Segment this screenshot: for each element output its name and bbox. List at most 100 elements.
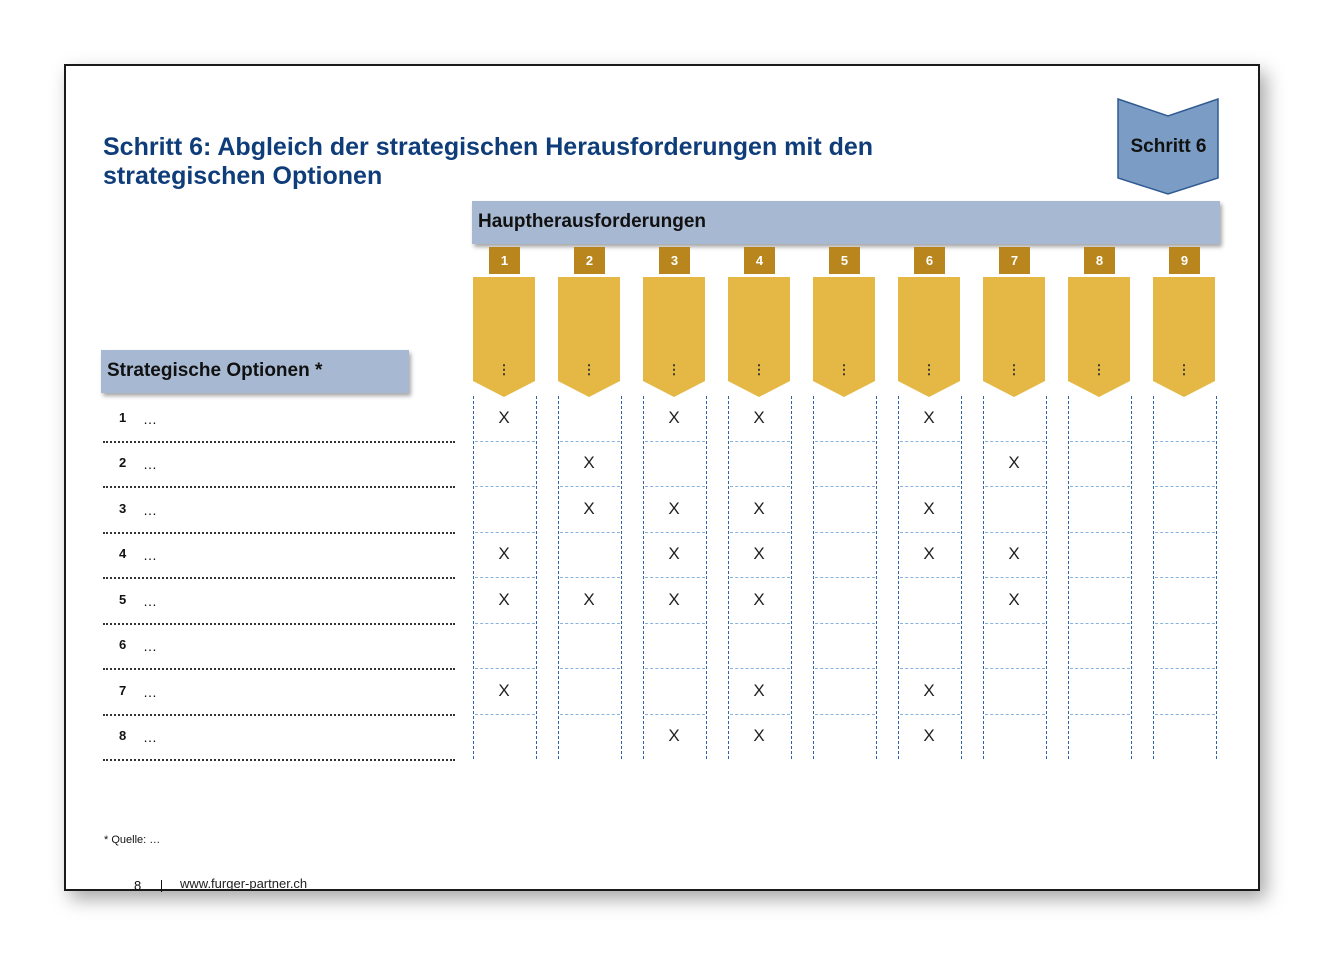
cell-separator — [645, 577, 705, 578]
option-number-5: 5 — [119, 591, 127, 607]
match-mark-option-7-challenge-6: X — [923, 680, 935, 700]
challenge-chevron-7 — [983, 277, 1045, 397]
challenge-label-8: ⋮ — [1092, 362, 1106, 377]
cell-separator — [900, 440, 960, 442]
cell-separator — [475, 622, 535, 624]
cell-separator — [1070, 713, 1130, 715]
option-text-2: … — [143, 456, 157, 473]
match-mark-option-8-challenge-4: X — [753, 726, 765, 746]
cell-separator — [560, 577, 620, 578]
match-mark-option-4-challenge-3: X — [668, 544, 680, 564]
cell-separator — [985, 668, 1045, 669]
option-row-line-1 — [103, 440, 455, 443]
option-text-8: … — [143, 729, 157, 746]
cell-separator — [1070, 577, 1130, 578]
cell-separator — [560, 531, 620, 533]
challenge-chevron-6 — [898, 277, 960, 397]
challenge-chevron-5 — [813, 277, 875, 397]
challenge-chevron-9 — [1153, 277, 1215, 397]
cell-separator — [1155, 531, 1215, 533]
match-mark-option-3-challenge-4: X — [753, 498, 765, 518]
cell-separator — [475, 668, 535, 669]
cell-separator — [1070, 531, 1130, 533]
cell-separator — [560, 622, 620, 624]
cell-separator — [1155, 622, 1215, 624]
cell-separator — [645, 713, 705, 715]
option-row-line-5 — [103, 622, 455, 625]
challenge-chevron-4 — [728, 277, 790, 397]
cell-separator — [900, 622, 960, 624]
cell-separator — [560, 713, 620, 715]
option-row-line-6 — [103, 668, 455, 670]
cell-separator — [1070, 668, 1130, 669]
match-mark-option-3-challenge-2: X — [583, 498, 595, 518]
cell-separator — [1155, 440, 1215, 442]
match-mark-option-1-challenge-4: X — [753, 407, 765, 427]
option-number-6: 6 — [119, 637, 127, 653]
cell-separator — [730, 531, 790, 533]
cell-separator — [985, 440, 1045, 442]
challenge-label-6: ⋮ — [922, 362, 936, 377]
option-row-line-8 — [103, 759, 455, 761]
challenge-number-7: 7 — [999, 247, 1030, 274]
challenge-column-6 — [898, 396, 962, 759]
challenge-chevron-3 — [643, 277, 705, 397]
match-mark-option-4-challenge-6: X — [923, 544, 935, 564]
match-mark-option-7-challenge-4: X — [753, 680, 765, 700]
match-mark-option-1-challenge-6: X — [923, 407, 935, 427]
cell-separator — [1070, 622, 1130, 624]
option-text-3: … — [143, 501, 157, 518]
cell-separator — [475, 713, 535, 715]
match-mark-option-5-challenge-2: X — [583, 589, 595, 609]
challenge-number-1: 1 — [489, 247, 520, 274]
option-number-3: 3 — [119, 500, 127, 516]
challenge-number-2: 2 — [574, 247, 605, 274]
cell-separator — [815, 440, 875, 442]
cell-separator — [475, 486, 535, 487]
option-text-1: … — [143, 410, 157, 427]
cell-separator — [815, 486, 875, 487]
match-mark-option-2-challenge-7: X — [1008, 453, 1020, 473]
challenge-chevron-8 — [1068, 277, 1130, 397]
challenge-number-5: 5 — [829, 247, 860, 274]
option-number-1: 1 — [119, 409, 127, 425]
option-row-line-3 — [103, 531, 455, 534]
challenge-number-3: 3 — [659, 247, 690, 274]
challenge-label-3: ⋮ — [667, 362, 681, 377]
challenge-chevron-1 — [473, 277, 535, 397]
match-mark-option-1-challenge-1: X — [498, 407, 510, 427]
option-row-line-2 — [103, 486, 455, 488]
match-mark-option-5-challenge-4: X — [753, 589, 765, 609]
cell-separator — [730, 622, 790, 624]
challenge-column-9 — [1153, 396, 1217, 759]
challenges-header: Hauptherausforderungen — [472, 201, 1220, 244]
cell-separator — [475, 531, 535, 533]
challenge-label-1: ⋮ — [497, 362, 511, 377]
option-row-line-4 — [103, 577, 455, 579]
cell-separator — [645, 531, 705, 533]
challenge-chevron-2 — [558, 277, 620, 397]
match-mark-option-2-challenge-2: X — [583, 453, 595, 473]
step-badge-label: Schritt 6 — [1130, 136, 1207, 157]
match-mark-option-8-challenge-6: X — [923, 726, 935, 746]
challenge-column-7 — [983, 396, 1047, 759]
option-number-4: 4 — [119, 546, 127, 562]
cell-separator — [730, 440, 790, 442]
match-mark-option-4-challenge-1: X — [498, 544, 510, 564]
challenge-label-9: ⋮ — [1177, 362, 1191, 377]
cell-separator — [815, 577, 875, 578]
cell-separator — [730, 713, 790, 715]
match-mark-option-7-challenge-1: X — [498, 680, 510, 700]
challenge-number-4: 4 — [744, 247, 775, 274]
cell-separator — [1155, 577, 1215, 578]
cell-separator — [730, 486, 790, 487]
option-text-5: … — [143, 592, 157, 609]
challenge-column-4 — [728, 396, 792, 759]
cell-separator — [1070, 486, 1130, 487]
cell-separator — [560, 440, 620, 442]
cell-separator — [900, 486, 960, 487]
option-number-8: 8 — [119, 728, 127, 744]
challenge-number-8: 8 — [1084, 247, 1115, 274]
footer-url[interactable]: www.furger-partner.ch — [180, 876, 308, 891]
cell-separator — [645, 440, 705, 442]
